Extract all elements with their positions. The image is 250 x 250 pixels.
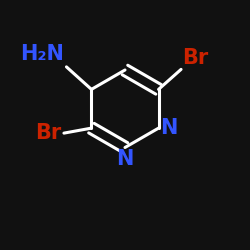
Text: N: N (116, 149, 134, 169)
Text: N: N (160, 118, 177, 138)
Text: Br: Br (182, 48, 208, 68)
Text: Br: Br (35, 123, 62, 143)
Text: H₂N: H₂N (20, 44, 64, 64)
